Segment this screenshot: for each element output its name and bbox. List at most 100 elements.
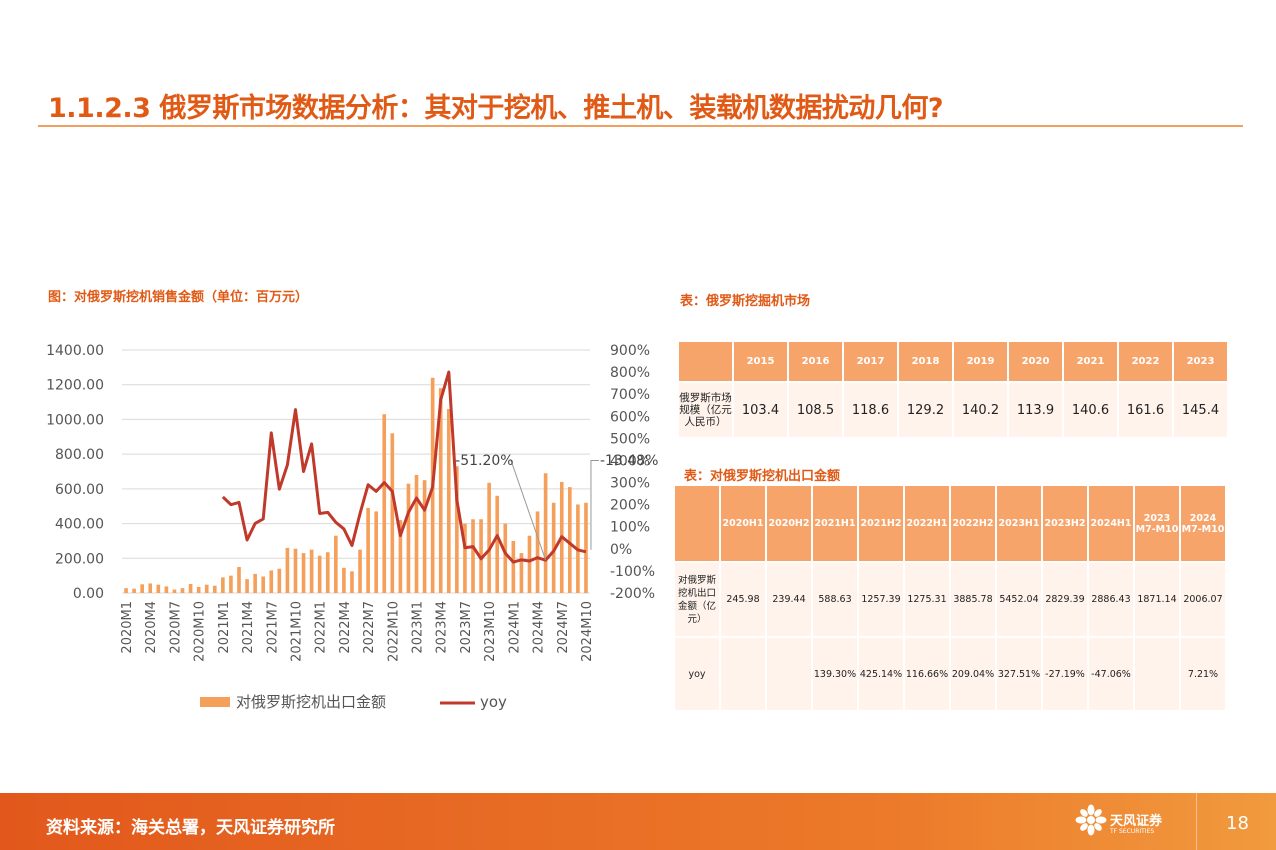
export-chart: 0.00 200.00 400.00 600.00 800.00 1000.00 1200.… (46, 343, 658, 711)
bar (398, 520, 403, 593)
x-tick-label: 2022M1 (314, 601, 329, 654)
tf-securities-logo-icon (1075, 804, 1107, 836)
bar (551, 502, 556, 593)
table-cell (767, 638, 811, 710)
bar (584, 502, 588, 593)
y-right-tick-label: 800% (610, 365, 650, 381)
bar (358, 549, 362, 593)
x-tick-label: 2023M1 (411, 601, 426, 654)
header-cell: 2018 (899, 342, 952, 381)
header-cell: 2016 (789, 342, 842, 381)
bar (269, 570, 274, 593)
bar (422, 480, 427, 593)
page-divider (1196, 793, 1197, 850)
bar (188, 583, 193, 593)
bar (140, 584, 144, 593)
bar (277, 568, 282, 593)
bar (124, 588, 128, 593)
bar (325, 552, 330, 593)
bar (164, 586, 169, 593)
bar (438, 388, 443, 593)
x-tick-label: 2023M7 (459, 601, 474, 654)
russia-market-table: 2015 2016 2017 2018 2019 2020 2021 2022 … (677, 340, 1229, 439)
legend-label: 对俄罗斯挖机出口金额 (236, 693, 386, 711)
header-cell: 2020H1 (721, 486, 765, 561)
bar (463, 523, 467, 593)
bar (301, 553, 306, 593)
bar (374, 511, 378, 593)
bar (535, 511, 540, 593)
bar (309, 549, 314, 593)
bar (172, 589, 177, 593)
header-cell: 2021H1 (813, 486, 857, 561)
export-amount-table: 2020H1 2020H2 2021H1 2021H2 2022H1 2022H… (673, 484, 1227, 712)
x-tick-label: 2024M7 (556, 601, 571, 654)
bar (132, 588, 136, 593)
bar (543, 473, 548, 593)
bar (212, 585, 217, 593)
table-cell: 327.51% (997, 638, 1041, 710)
y-left-tick-label: 200.00 (55, 551, 104, 567)
row-label: 对俄罗斯挖机出口金额（亿元） (675, 563, 719, 636)
bar (390, 433, 395, 593)
table-cell: 3885.78 (951, 563, 995, 636)
annotation-label: -51.20% (455, 453, 513, 469)
x-tick-label: 2021M7 (265, 601, 280, 654)
y-right-tick-label: 0% (610, 542, 632, 558)
y-left-tick-label: 400.00 (55, 517, 104, 533)
table-cell: 2829.39 (1043, 563, 1087, 636)
yoy-line (221, 370, 587, 564)
table-row: 对俄罗斯挖机出口金额（亿元） 245.98 239.44 588.63 1257… (675, 563, 1225, 636)
y-right-tick-label: 200% (610, 498, 650, 514)
x-tick-label: 2022M10 (386, 601, 401, 662)
bar (406, 483, 411, 593)
table-cell: 108.5 (789, 383, 842, 437)
bar (568, 487, 572, 593)
x-tick-label: 2020M1 (120, 601, 135, 654)
x-tick-label: 2023M10 (483, 601, 498, 662)
header-cell: 2023 (1174, 342, 1227, 381)
table-cell: 1275.31 (905, 563, 949, 636)
logo-text: 天风证券 (1110, 814, 1163, 829)
table2-caption: 表：对俄罗斯挖机出口金额 (684, 469, 841, 484)
x-tick-label: 2022M4 (338, 601, 353, 654)
bar (148, 583, 153, 593)
table-cell: 425.14% (859, 638, 903, 710)
x-tick-label: 2023M4 (435, 601, 450, 654)
table-header-row: 2015 2016 2017 2018 2019 2020 2021 2022 … (679, 342, 1227, 381)
y-left-tick-label: 1400.00 (46, 343, 104, 359)
table1-caption: 表：俄罗斯挖掘机市场 (680, 294, 811, 309)
bar (342, 567, 346, 593)
table-cell: 588.63 (813, 563, 857, 636)
bar (156, 584, 161, 593)
header-cell: 2017 (844, 342, 897, 381)
bar (317, 555, 322, 593)
header-cell: 2020H2 (767, 486, 811, 561)
row-label: yoy (675, 638, 719, 710)
header-cell: 2020 (1009, 342, 1062, 381)
x-tick-label: 2021M10 (289, 601, 304, 662)
bar (487, 482, 491, 593)
bar (495, 495, 500, 593)
row-label: 俄罗斯市场规模（亿元人民币） (679, 383, 732, 437)
bar (503, 523, 508, 593)
table-cell: 239.44 (767, 563, 811, 636)
x-tick-label: 2024M10 (580, 601, 595, 662)
table-cell: 1257.39 (859, 563, 903, 636)
header-cell (675, 486, 719, 561)
header-cell: 2021 (1064, 342, 1117, 381)
y-right-tick-label: 700% (610, 387, 650, 403)
bar (253, 573, 257, 593)
source-note: 资料来源：海关总署，天风证券研究所 (46, 818, 335, 838)
table-header-row: 2020H1 2020H2 2021H1 2021H2 2022H1 2022H… (675, 486, 1225, 561)
table-cell: 2006.07 (1181, 563, 1225, 636)
table-cell: 118.6 (844, 383, 897, 437)
table-cell: 1871.14 (1135, 563, 1179, 636)
bar (245, 579, 249, 593)
bar (519, 553, 524, 593)
y-left-tick-label: 1000.00 (46, 412, 104, 428)
bar (455, 466, 459, 593)
y-left-tick-label: 600.00 (55, 482, 104, 498)
table-cell: 129.2 (899, 383, 952, 437)
header-cell: 2024 M7-M10 (1181, 486, 1225, 561)
